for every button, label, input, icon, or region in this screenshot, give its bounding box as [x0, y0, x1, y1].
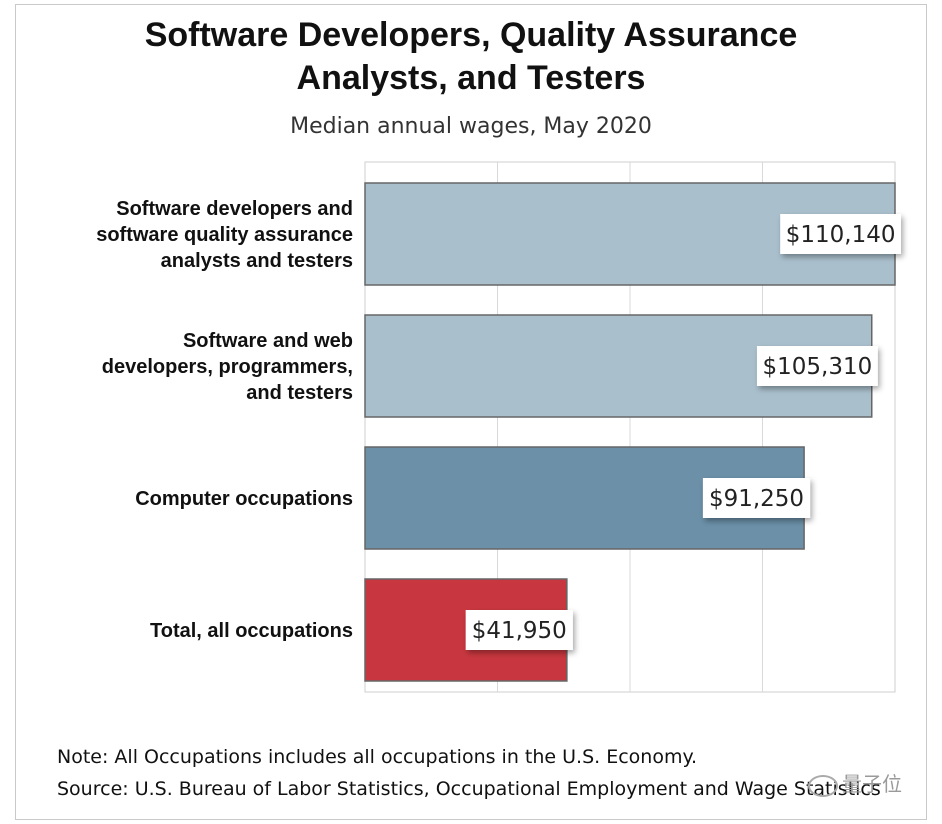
- category-label-4-line-1: Total, all occupations: [150, 620, 353, 642]
- chart-source: Source: U.S. Bureau of Labor Statistics,…: [57, 778, 881, 800]
- wechat-icon: [808, 775, 838, 797]
- category-label-1-line-1: Software developers and: [116, 198, 353, 220]
- category-label-1-line-3: analysts and testers: [161, 250, 353, 272]
- category-label-1-line-2: software quality assurance: [96, 224, 353, 246]
- category-label-2-line-1: Software and web: [183, 330, 353, 352]
- value-label-4: $41,950: [472, 618, 567, 644]
- value-label-2: $105,310: [762, 354, 872, 380]
- watermark: 量子位: [808, 768, 902, 797]
- watermark-text: 量子位: [842, 772, 902, 796]
- chart-note: Note: All Occupations includes all occup…: [57, 746, 697, 768]
- category-label-2-line-2: developers, programmers,: [102, 356, 353, 378]
- value-label-1: $110,140: [786, 222, 896, 248]
- category-label-2-line-3: and testers: [246, 382, 353, 404]
- category-label-3-line-1: Computer occupations: [135, 488, 353, 510]
- value-label-3: $91,250: [709, 486, 804, 512]
